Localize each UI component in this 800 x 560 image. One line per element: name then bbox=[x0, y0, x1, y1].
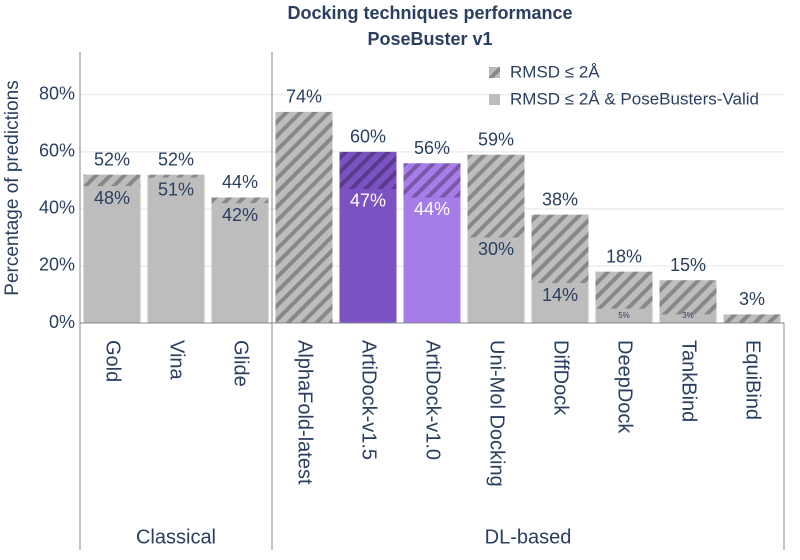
y-tick-label: 80% bbox=[39, 84, 75, 104]
value-label: 60% bbox=[350, 127, 386, 147]
x-tick-label: ArtiDock-v1.5 bbox=[358, 340, 380, 460]
legend-label: RMSD ≤ 2Å bbox=[510, 62, 600, 81]
value-label: 38% bbox=[542, 189, 578, 209]
x-tick-label: Uni-Mol Docking bbox=[486, 340, 508, 487]
value-label: 48% bbox=[94, 188, 130, 208]
bar bbox=[147, 177, 205, 323]
value-label: 15% bbox=[670, 255, 706, 275]
bar bbox=[467, 237, 525, 323]
value-label: 42% bbox=[222, 205, 258, 225]
chart-subtitle: PoseBuster v1 bbox=[367, 29, 492, 49]
bar bbox=[531, 283, 589, 323]
x-tick-label: DeepDock bbox=[614, 340, 636, 434]
y-tick-label: 0% bbox=[49, 312, 75, 332]
legend-swatch bbox=[489, 67, 500, 78]
value-label: 47% bbox=[350, 191, 386, 211]
bar bbox=[83, 186, 141, 323]
value-label: 74% bbox=[286, 87, 322, 107]
value-label: 51% bbox=[158, 179, 194, 199]
y-tick-label: 20% bbox=[39, 255, 75, 275]
x-tick-label: Vina bbox=[166, 340, 188, 381]
x-tick-label: EquiBind bbox=[742, 340, 764, 420]
value-label: 52% bbox=[94, 149, 130, 169]
bar bbox=[403, 197, 461, 323]
value-label: 5% bbox=[618, 311, 630, 320]
legend-swatch bbox=[489, 94, 500, 105]
bar bbox=[723, 314, 781, 323]
value-label: 3% bbox=[682, 311, 694, 320]
x-tick-label: AlphaFold-latest bbox=[294, 340, 316, 485]
value-label: 59% bbox=[478, 129, 514, 149]
group-label: DL-based bbox=[485, 526, 572, 548]
value-label: 44% bbox=[414, 199, 450, 219]
value-label: 3% bbox=[739, 289, 765, 309]
x-tick-label: Gold bbox=[102, 340, 124, 382]
group-label: Classical bbox=[136, 526, 216, 548]
bar bbox=[211, 203, 269, 323]
chart-title: Docking techniques performance bbox=[287, 3, 572, 23]
value-label: 18% bbox=[606, 246, 642, 266]
bar bbox=[275, 111, 333, 323]
y-tick-label: 40% bbox=[39, 198, 75, 218]
bar bbox=[659, 314, 717, 323]
x-tick-label: DiffDock bbox=[550, 340, 572, 416]
value-label: 30% bbox=[478, 239, 514, 259]
y-axis-label: Percentage of predictions bbox=[2, 80, 23, 295]
x-tick-label: Glide bbox=[230, 340, 252, 387]
bar bbox=[595, 308, 653, 323]
y-tick-label: 60% bbox=[39, 141, 75, 161]
x-tick-label: ArtiDock-v1.0 bbox=[422, 340, 444, 460]
value-label: 44% bbox=[222, 172, 258, 192]
value-label: 14% bbox=[542, 285, 578, 305]
legend-label: RMSD ≤ 2Å & PoseBusters-Valid bbox=[510, 89, 759, 108]
value-label: 52% bbox=[158, 149, 194, 169]
x-tick-label: TankBind bbox=[678, 340, 700, 422]
value-label: 56% bbox=[414, 138, 450, 158]
bar bbox=[339, 188, 397, 323]
